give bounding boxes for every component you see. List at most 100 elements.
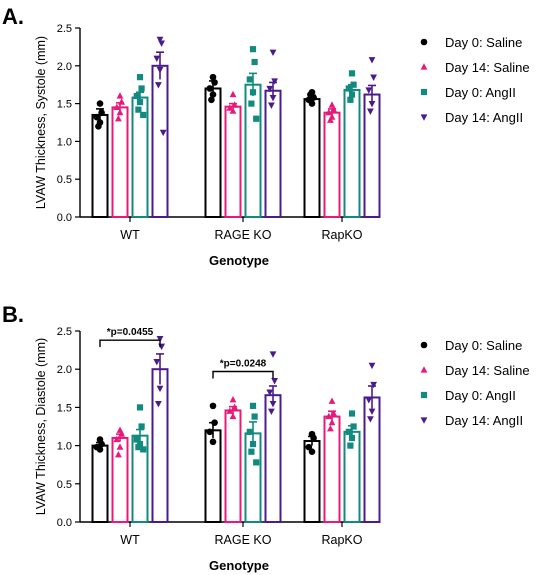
legend-marker bbox=[420, 366, 428, 373]
y-tick-label: 0.5 bbox=[57, 174, 72, 186]
data-point bbox=[345, 428, 352, 435]
data-point bbox=[115, 450, 122, 458]
data-point bbox=[156, 336, 164, 343]
legend-label: Day 0: Saline bbox=[445, 35, 522, 50]
data-point bbox=[226, 104, 234, 111]
legend-label: Day 0: AngII bbox=[445, 85, 516, 100]
bar bbox=[363, 93, 381, 218]
data-point bbox=[229, 90, 237, 98]
data-point bbox=[269, 94, 277, 102]
bar bbox=[111, 436, 129, 523]
data-point bbox=[155, 400, 162, 408]
data-point bbox=[368, 408, 376, 416]
data-point bbox=[325, 108, 333, 116]
data-point bbox=[365, 87, 373, 94]
bar bbox=[303, 98, 321, 218]
data-point bbox=[249, 440, 257, 448]
legend-marker bbox=[420, 88, 428, 96]
data-point bbox=[328, 397, 336, 404]
data-point bbox=[209, 91, 217, 98]
legend-marker bbox=[420, 417, 428, 424]
data-point bbox=[158, 343, 165, 351]
bar bbox=[264, 394, 282, 523]
bar bbox=[323, 415, 341, 523]
data-point bbox=[115, 114, 122, 122]
y-tick-label: 2.5 bbox=[57, 326, 72, 338]
data-point bbox=[118, 98, 125, 105]
data-point bbox=[347, 96, 354, 103]
legend-label: Day 14: Saline bbox=[445, 60, 530, 75]
data-point bbox=[370, 381, 377, 389]
x-axis-title: Genotype bbox=[209, 253, 269, 268]
data-point bbox=[308, 100, 316, 107]
y-axis-title: LVAW Thickness, Systole (mm) bbox=[34, 36, 48, 209]
x-category-label: RapKO bbox=[322, 533, 363, 547]
data-point bbox=[226, 407, 234, 414]
x-category-label: WT bbox=[120, 533, 140, 547]
data-point bbox=[96, 446, 104, 453]
data-point bbox=[308, 448, 316, 456]
data-point bbox=[211, 79, 218, 86]
data-point bbox=[136, 74, 144, 81]
data-point bbox=[368, 362, 376, 370]
bar bbox=[323, 111, 341, 218]
x-axis-title: Genotype bbox=[209, 558, 269, 573]
data-point bbox=[350, 423, 357, 430]
data-point bbox=[113, 103, 121, 110]
significance-bracket bbox=[99, 339, 161, 348]
data-point bbox=[231, 101, 238, 108]
data-point bbox=[345, 85, 352, 92]
y-tick-label: 1.5 bbox=[57, 402, 72, 414]
x-category-label: RAGE KO bbox=[215, 533, 272, 547]
x-category-label: RapKO bbox=[322, 228, 363, 242]
data-point bbox=[95, 122, 102, 130]
data-point bbox=[269, 49, 277, 56]
significance-bracket bbox=[212, 370, 274, 379]
bar bbox=[151, 368, 169, 524]
data-point bbox=[153, 55, 161, 63]
data-point bbox=[116, 443, 124, 450]
data-point bbox=[138, 85, 145, 92]
data-point bbox=[246, 428, 253, 435]
panel-b: B. LVAW Thickness, Diastole (mm) 0.0 0.5 1.0… bbox=[2, 302, 530, 573]
data-point bbox=[266, 85, 274, 93]
bar bbox=[91, 444, 109, 524]
data-point bbox=[208, 96, 215, 104]
data-point bbox=[370, 74, 377, 81]
data-point bbox=[348, 434, 356, 442]
legend-marker bbox=[420, 114, 428, 121]
data-point bbox=[136, 404, 144, 411]
data-point bbox=[209, 438, 217, 446]
data-point bbox=[135, 106, 142, 113]
data-point bbox=[118, 430, 125, 437]
data-point bbox=[328, 418, 336, 426]
data-point bbox=[155, 82, 162, 89]
data-point bbox=[269, 351, 277, 358]
legend-marker bbox=[420, 63, 428, 70]
panel-label: B. bbox=[2, 302, 24, 327]
legend-marker bbox=[420, 391, 428, 399]
data-point bbox=[325, 412, 333, 420]
data-point bbox=[246, 76, 253, 83]
legend-label: Day 0: AngII bbox=[445, 388, 516, 403]
data-point bbox=[249, 89, 257, 96]
data-point bbox=[231, 403, 238, 410]
data-point bbox=[206, 85, 214, 92]
data-point bbox=[209, 402, 217, 410]
y-tick-label: 2.5 bbox=[57, 23, 72, 35]
data-point bbox=[140, 446, 147, 453]
data-point bbox=[271, 378, 278, 385]
data-point bbox=[305, 443, 313, 451]
data-point bbox=[96, 100, 104, 107]
data-point bbox=[365, 397, 373, 404]
data-point bbox=[269, 400, 277, 408]
y-axis-title: LVAW Thickness, Diastole (mm) bbox=[34, 338, 48, 515]
legend-marker bbox=[420, 341, 428, 349]
data-point bbox=[248, 100, 255, 107]
data-point bbox=[133, 92, 140, 100]
data-point bbox=[327, 424, 334, 432]
y-tick-label: 1.0 bbox=[57, 441, 72, 453]
data-point bbox=[253, 115, 260, 122]
data-point bbox=[136, 98, 144, 106]
data-point bbox=[266, 389, 274, 396]
